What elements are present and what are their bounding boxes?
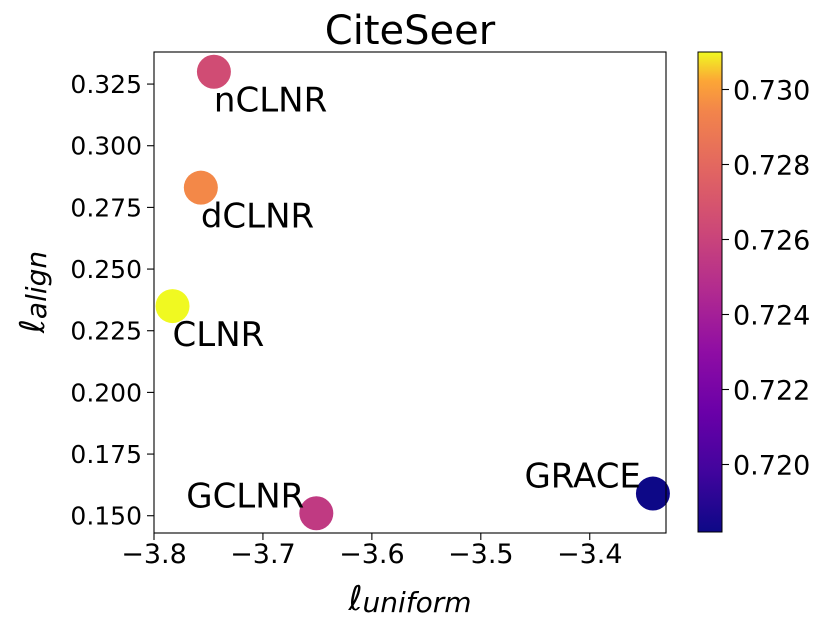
x-axis-label: ℓuniform	[347, 579, 471, 619]
y-tick-label: 0.250	[70, 255, 142, 284]
point-dclnr	[183, 170, 218, 205]
point-label-dclnr: dCLNR	[201, 197, 314, 237]
colorbar-tick-label: 0.730	[733, 76, 810, 107]
colorbar: 0.720 0.722 0.724 0.726 0.728 0.730	[697, 51, 810, 533]
y-tick-label: 0.275	[70, 193, 142, 222]
x-axis-label-symbol: ℓ	[347, 579, 362, 619]
point-grace	[635, 476, 670, 511]
x-tick-label: −3.6	[339, 539, 405, 570]
y-tick-label: 0.200	[70, 378, 142, 407]
point-label-grace: GRACE	[524, 457, 640, 497]
x-tick-label: −3.4	[557, 539, 623, 570]
y-tick-label: 0.300	[70, 132, 142, 161]
y-axis-label: ℓalign	[13, 251, 53, 334]
data-points: nCLNR dCLNR CLNR GCLNR GRACE	[155, 54, 670, 531]
y-tick-label: 0.325	[70, 70, 142, 99]
y-tick-label: 0.175	[70, 440, 142, 469]
x-tick-label: −3.5	[448, 539, 514, 570]
point-label-nclnr: nCLNR	[214, 81, 327, 121]
colorbar-tick-label: 0.728	[733, 151, 810, 182]
colorbar-ticks: 0.720 0.722 0.724 0.726 0.728 0.730	[722, 76, 810, 482]
point-nclnr	[196, 54, 231, 89]
y-tick-label: 0.225	[70, 317, 142, 346]
y-axis-label-symbol: ℓ	[13, 319, 53, 334]
point-label-gclnr: GCLNR	[186, 476, 304, 516]
colorbar-tick-label: 0.722	[733, 376, 810, 407]
colorbar-gradient	[697, 51, 723, 533]
x-tick-label: −3.8	[121, 539, 187, 570]
plot-area-frame	[153, 51, 667, 534]
x-axis-ticks: −3.8 −3.7 −3.6 −3.5 −3.4	[121, 533, 623, 570]
x-axis-label-subscript: uniform	[363, 586, 472, 619]
y-tick-label: 0.150	[70, 502, 142, 531]
y-axis-ticks: 0.150 0.175 0.200 0.225 0.250 0.275 0.300 0.325	[70, 70, 154, 531]
point-gclnr	[299, 496, 334, 531]
y-axis-label-group: ℓalign	[13, 251, 53, 334]
x-tick-label: −3.7	[230, 539, 296, 570]
chart-title: CiteSeer	[325, 8, 496, 54]
colorbar-tick-label: 0.720	[733, 451, 810, 482]
point-label-clnr: CLNR	[173, 315, 265, 355]
colorbar-tick-label: 0.726	[733, 226, 810, 257]
y-axis-label-subscript: align	[20, 251, 53, 319]
colorbar-tick-label: 0.724	[733, 301, 810, 332]
point-clnr	[155, 289, 190, 324]
